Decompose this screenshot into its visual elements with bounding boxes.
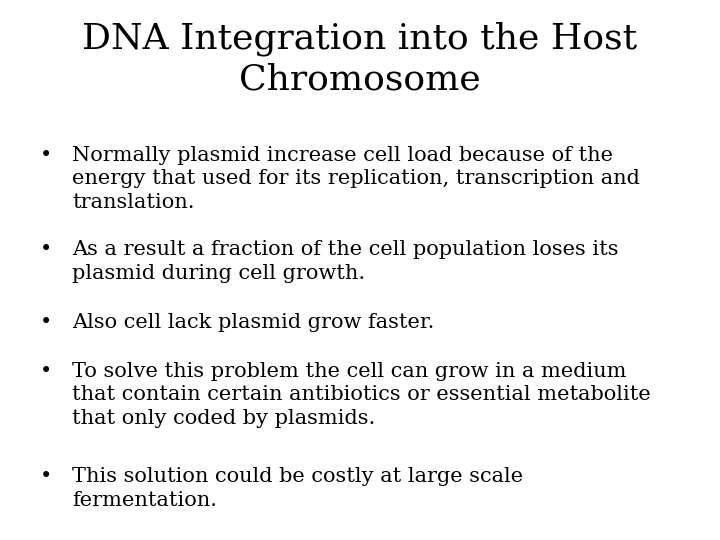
Text: •: • (40, 146, 52, 165)
Text: •: • (40, 240, 52, 259)
Text: To solve this problem the cell can grow in a medium
that contain certain antibio: To solve this problem the cell can grow … (72, 362, 651, 428)
Text: As a result a fraction of the cell population loses its
plasmid during cell grow: As a result a fraction of the cell popul… (72, 240, 618, 283)
Text: This solution could be costly at large scale
fermentation.: This solution could be costly at large s… (72, 467, 523, 510)
Text: Also cell lack plasmid grow faster.: Also cell lack plasmid grow faster. (72, 313, 434, 332)
Text: •: • (40, 467, 52, 486)
Text: Normally plasmid increase cell load because of the
energy that used for its repl: Normally plasmid increase cell load beca… (72, 146, 640, 212)
Text: •: • (40, 313, 52, 332)
Text: •: • (40, 362, 52, 381)
Text: DNA Integration into the Host
Chromosome: DNA Integration into the Host Chromosome (82, 22, 638, 97)
